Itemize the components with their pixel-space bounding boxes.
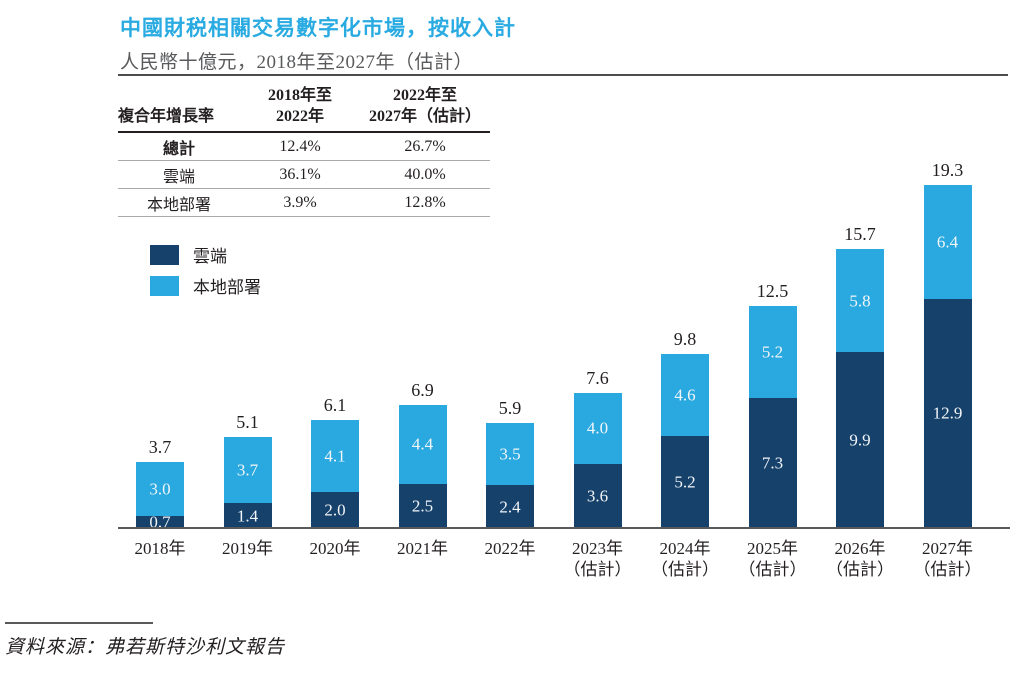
source-divider <box>5 622 153 624</box>
bar-segment-onprem <box>223 437 272 504</box>
cagr-row-cloud-period-2: 40.0% <box>404 165 446 183</box>
x-axis-label: 2023年 （估計） <box>563 539 632 580</box>
cagr-header-row-label: 複合年增長率 <box>118 108 215 126</box>
bar-value-cloud: 5.2 <box>674 472 696 492</box>
bar-value-cloud: 3.6 <box>586 486 609 506</box>
bar-value-onprem: 5.2 <box>761 342 784 362</box>
cagr-row-cloud: 雲端 36.1% 40.0% <box>118 161 490 189</box>
chart-title: 中國財税相關交易數字化市場，按收入計 <box>120 17 516 40</box>
bar-value-onprem: 4.1 <box>324 446 346 466</box>
x-axis-label: 2027年 （估計） <box>913 539 982 580</box>
bar-segment-cloud <box>223 503 272 528</box>
bar-segment-onprem <box>836 248 884 353</box>
bar-segment-cloud <box>836 352 884 528</box>
bar-total-label: 7.6 <box>586 367 609 388</box>
bar-value-onprem: 3.7 <box>236 460 259 480</box>
x-axis-label: 2019年 <box>222 539 273 558</box>
cagr-table-header-row: 複合年增長率 2018年至 2022年 2022年至 2027年（估計） <box>118 86 490 133</box>
x-axis-label: 2024年 （估計） <box>651 539 719 580</box>
bar-segment-onprem <box>398 405 447 484</box>
bar-value-cloud: 7.3 <box>761 453 784 473</box>
cagr-row-onprem: 本地部署 3.9% 12.8% <box>118 189 490 217</box>
bar-value-onprem: 4.6 <box>674 385 696 405</box>
x-axis-line <box>118 527 1010 529</box>
legend-item-onprem: 本地部署 <box>150 275 261 297</box>
x-axis-label: 2026年 （估計） <box>826 539 894 580</box>
bar-total-label: 12.5 <box>756 280 789 301</box>
bar-total-label: 6.1 <box>323 394 347 415</box>
cagr-row-total-period-2: 26.7% <box>404 137 446 155</box>
bar-total-label: 15.7 <box>844 223 876 244</box>
bar-value-onprem: 3.5 <box>499 444 521 464</box>
cagr-row-cloud-period-1: 36.1% <box>279 165 321 183</box>
bar-segment-onprem <box>748 305 797 399</box>
bar-segment-cloud <box>311 492 359 528</box>
bar-value-onprem: 3.0 <box>149 479 171 499</box>
cagr-table: 複合年增長率 2018年至 2022年 2022年至 2027年（估計） 總計 … <box>118 86 490 217</box>
bar-segment-cloud <box>398 483 447 528</box>
cloud-swatch-icon <box>150 244 179 265</box>
bar-value-onprem: 5.8 <box>849 291 871 311</box>
bar-segment-onprem <box>661 353 709 436</box>
bar-total-label: 5.1 <box>236 412 259 433</box>
bar-segment-cloud <box>573 464 622 528</box>
legend-label-onprem: 本地部署 <box>193 278 261 297</box>
cagr-row-total: 總計 12.4% 26.7% <box>118 133 490 161</box>
bar-total-label: 6.9 <box>411 380 434 401</box>
x-axis-label: 2021年 <box>397 539 448 558</box>
bar-total-label: 5.9 <box>498 398 522 419</box>
bar-value-cloud: 1.4 <box>236 506 259 526</box>
header-divider <box>118 74 1008 76</box>
legend-item-cloud: 雲端 <box>150 244 261 266</box>
bar-segment-cloud <box>486 485 534 528</box>
cagr-header-period-2: 2022年至 2027年（估計） <box>368 87 481 126</box>
cagr-row-onprem-period-1: 3.9% <box>283 193 317 211</box>
bar-total-label: 9.8 <box>673 328 697 349</box>
bar-value-cloud: 12.9 <box>932 403 963 423</box>
bar-total-label: 3.7 <box>148 437 172 458</box>
bar-segment-onprem <box>136 462 184 516</box>
cagr-header-period-1: 2018年至 2022年 <box>267 87 332 126</box>
cagr-row-total-label: 總計 <box>162 140 195 158</box>
x-axis-label: 2025年 （估計） <box>738 539 807 580</box>
bar-segment-cloud <box>923 298 972 528</box>
chart-legend: 雲端 本地部署 <box>150 244 261 306</box>
bar-segment-cloud <box>748 398 797 528</box>
bar-segment-onprem <box>311 419 359 493</box>
bar-value-onprem: 4.4 <box>411 434 434 454</box>
legend-label-cloud: 雲端 <box>193 247 227 266</box>
bar-value-cloud: 9.9 <box>849 430 871 450</box>
bar-value-onprem: 6.4 <box>936 232 959 252</box>
bar-value-cloud: 2.5 <box>411 496 434 516</box>
bar-value-onprem: 4.0 <box>586 418 609 438</box>
cagr-row-onprem-period-2: 12.8% <box>404 193 446 211</box>
bar-segment-cloud <box>661 435 709 528</box>
chart-subtitle: 人民幣十億元，2018年至2027年（估計） <box>120 52 474 73</box>
bar-total-label: 19.3 <box>931 160 964 180</box>
bar-segment-onprem <box>486 423 534 486</box>
x-axis-label: 2018年 <box>134 539 186 558</box>
cagr-row-cloud-label: 雲端 <box>162 168 195 186</box>
bar-segment-onprem <box>923 185 972 299</box>
bar-segment-onprem <box>573 392 622 464</box>
bar-value-cloud: 0.7 <box>149 512 171 532</box>
bar-value-cloud: 2.0 <box>324 500 346 520</box>
source-note: 資料來源：弗若斯特沙利文報告 <box>5 637 286 658</box>
x-axis-label: 2020年 <box>309 539 361 558</box>
x-axis-label: 2022年 <box>484 539 536 558</box>
onprem-swatch-icon <box>150 275 179 296</box>
bar-segment-cloud <box>136 515 184 528</box>
cagr-row-total-period-1: 12.4% <box>279 137 321 155</box>
cagr-row-onprem-label: 本地部署 <box>146 196 211 214</box>
bar-value-cloud: 2.4 <box>499 497 521 517</box>
